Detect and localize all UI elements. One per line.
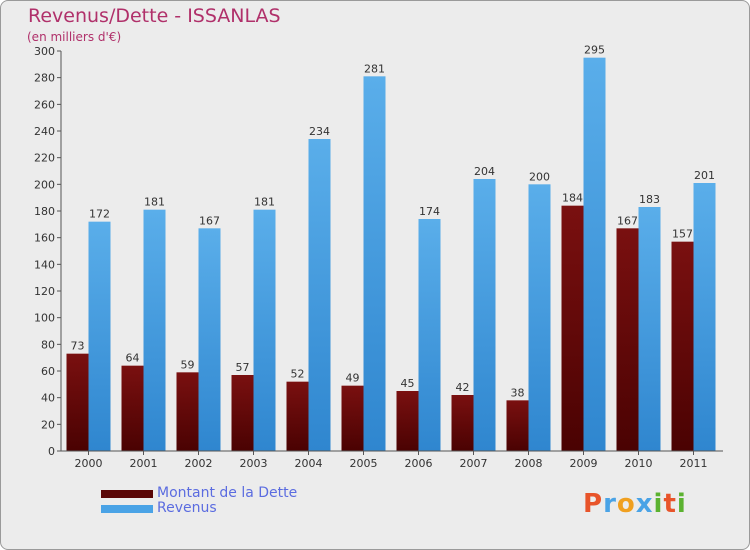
y-tick-label: 20 [41,418,55,431]
data-label-revenue: 234 [309,125,330,138]
data-label-debt: 38 [511,386,525,399]
bar-debt [66,353,89,451]
x-tick-label: 2000 [75,457,103,470]
bar-debt [561,205,584,451]
data-label-revenue: 174 [419,205,440,218]
x-tick-label: 2011 [680,457,708,470]
bar-debt [121,365,144,451]
bar-revenue [198,228,221,451]
data-label-revenue: 204 [474,165,495,178]
bar-debt [451,395,474,451]
bar-revenue [253,209,276,451]
proxiti-logo: Proxiti [583,489,687,519]
y-tick-label: 40 [41,392,55,405]
bar-revenue [418,219,441,451]
data-label-debt: 49 [346,372,360,385]
chart-title: Revenus/Dette - ISSANLAS [28,5,281,27]
x-tick-label: 2007 [460,457,488,470]
y-tick-label: 80 [41,338,55,351]
bar-revenue [528,184,551,452]
y-tick-label: 100 [34,312,55,325]
x-tick-label: 2008 [515,457,543,470]
bar-debt [506,400,529,451]
data-label-revenue: 183 [639,193,660,206]
bar-revenue [638,207,661,451]
data-label-debt: 73 [71,340,85,353]
data-label-debt: 167 [617,214,638,227]
y-tick-label: 240 [34,125,55,138]
bar-debt [396,391,419,451]
data-label-revenue: 281 [364,62,385,75]
x-tick-label: 2004 [295,457,323,470]
logo-letter: t [663,489,677,519]
y-tick-label: 120 [34,285,55,298]
y-tick-label: 280 [34,72,55,85]
bar-revenue [363,76,386,451]
y-tick-label: 300 [34,45,55,58]
logo-letter: i [653,489,664,519]
bar-revenue [473,179,496,451]
y-tick-label: 180 [34,205,55,218]
data-label-revenue: 172 [89,208,110,221]
legend-swatch-debt [101,490,153,498]
data-label-debt: 42 [456,381,470,394]
y-tick-label: 140 [34,258,55,271]
bar-debt [286,381,309,451]
x-tick-label: 2005 [350,457,378,470]
bar-revenue [308,139,331,451]
bar-debt [176,372,199,451]
bar-revenue [143,209,166,451]
legend-swatch-revenue [101,505,153,513]
y-tick-label: 60 [41,365,55,378]
data-label-revenue: 201 [694,169,715,182]
bar-revenue [88,221,111,451]
chart-subtitle: (en milliers d'€) [27,30,122,44]
data-label-debt: 52 [291,368,305,381]
y-tick-label: 220 [34,152,55,165]
data-label-debt: 59 [181,358,195,371]
data-label-revenue: 181 [254,196,275,209]
bar-debt [616,228,639,451]
legend-label-revenue: Revenus [157,500,217,516]
logo-letter: x [635,489,654,519]
x-tick-label: 2009 [570,457,598,470]
data-label-revenue: 295 [584,44,605,57]
data-label-debt: 184 [562,192,583,205]
logo-letter: P [583,489,604,519]
bar-debt [231,375,254,451]
x-tick-label: 2010 [625,457,653,470]
x-tick-label: 2003 [240,457,268,470]
x-tick-label: 2006 [405,457,433,470]
data-label-debt: 64 [126,352,140,365]
bar-debt [341,385,364,451]
data-label-debt: 157 [672,228,693,241]
y-tick-label: 200 [34,178,55,191]
y-tick-label: 0 [48,445,55,458]
logo-letter: o [616,489,636,519]
legend-label-debt: Montant de la Dette [157,485,298,501]
logo-letter: i [676,489,687,519]
data-label-revenue: 181 [144,196,165,209]
logo-letter: r [603,489,617,519]
data-label-debt: 45 [401,377,415,390]
x-tick-label: 2002 [185,457,213,470]
y-tick-label: 260 [34,98,55,111]
bar-revenue [583,57,606,452]
data-label-revenue: 167 [199,214,220,227]
x-tick-label: 2001 [130,457,158,470]
data-label-debt: 57 [236,361,250,374]
y-tick-label: 160 [34,232,55,245]
data-label-revenue: 200 [529,170,550,183]
bar-debt [671,241,694,451]
bar-revenue [693,183,716,451]
